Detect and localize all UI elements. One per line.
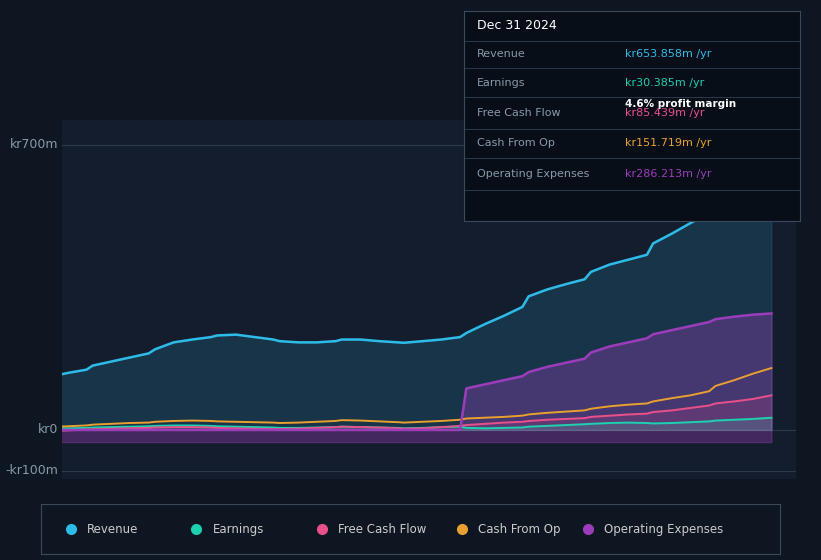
Text: Operating Expenses: Operating Expenses [477,169,589,179]
Text: Dec 31 2024: Dec 31 2024 [477,20,557,32]
Text: kr30.385m /yr: kr30.385m /yr [626,78,704,87]
Text: 2018: 2018 [326,507,358,520]
Text: -kr100m: -kr100m [5,464,58,477]
Text: 2020: 2020 [451,507,482,520]
Text: Earnings: Earnings [213,522,264,536]
Text: 2023: 2023 [637,507,669,520]
Text: Earnings: Earnings [477,78,525,87]
Text: Free Cash Flow: Free Cash Flow [338,522,426,536]
Text: kr700m: kr700m [9,138,58,151]
Text: Cash From Op: Cash From Op [477,138,555,148]
Text: 2015: 2015 [139,507,171,520]
Text: 2024: 2024 [699,507,732,520]
Text: kr85.439m /yr: kr85.439m /yr [626,108,705,118]
Text: 2016: 2016 [201,507,233,520]
Text: kr151.719m /yr: kr151.719m /yr [626,138,712,148]
Text: Free Cash Flow: Free Cash Flow [477,108,561,118]
Text: Revenue: Revenue [87,522,138,536]
Text: 2017: 2017 [264,507,296,520]
Text: Operating Expenses: Operating Expenses [604,522,723,536]
Text: 2021: 2021 [513,507,544,520]
Text: 2019: 2019 [388,507,420,520]
Text: kr653.858m /yr: kr653.858m /yr [626,49,712,59]
Text: 2022: 2022 [575,507,607,520]
Text: kr286.213m /yr: kr286.213m /yr [626,169,712,179]
Text: kr0: kr0 [38,423,58,436]
Text: Revenue: Revenue [477,49,526,59]
Text: Cash From Op: Cash From Op [479,522,561,536]
Text: 4.6% profit margin: 4.6% profit margin [626,99,736,109]
